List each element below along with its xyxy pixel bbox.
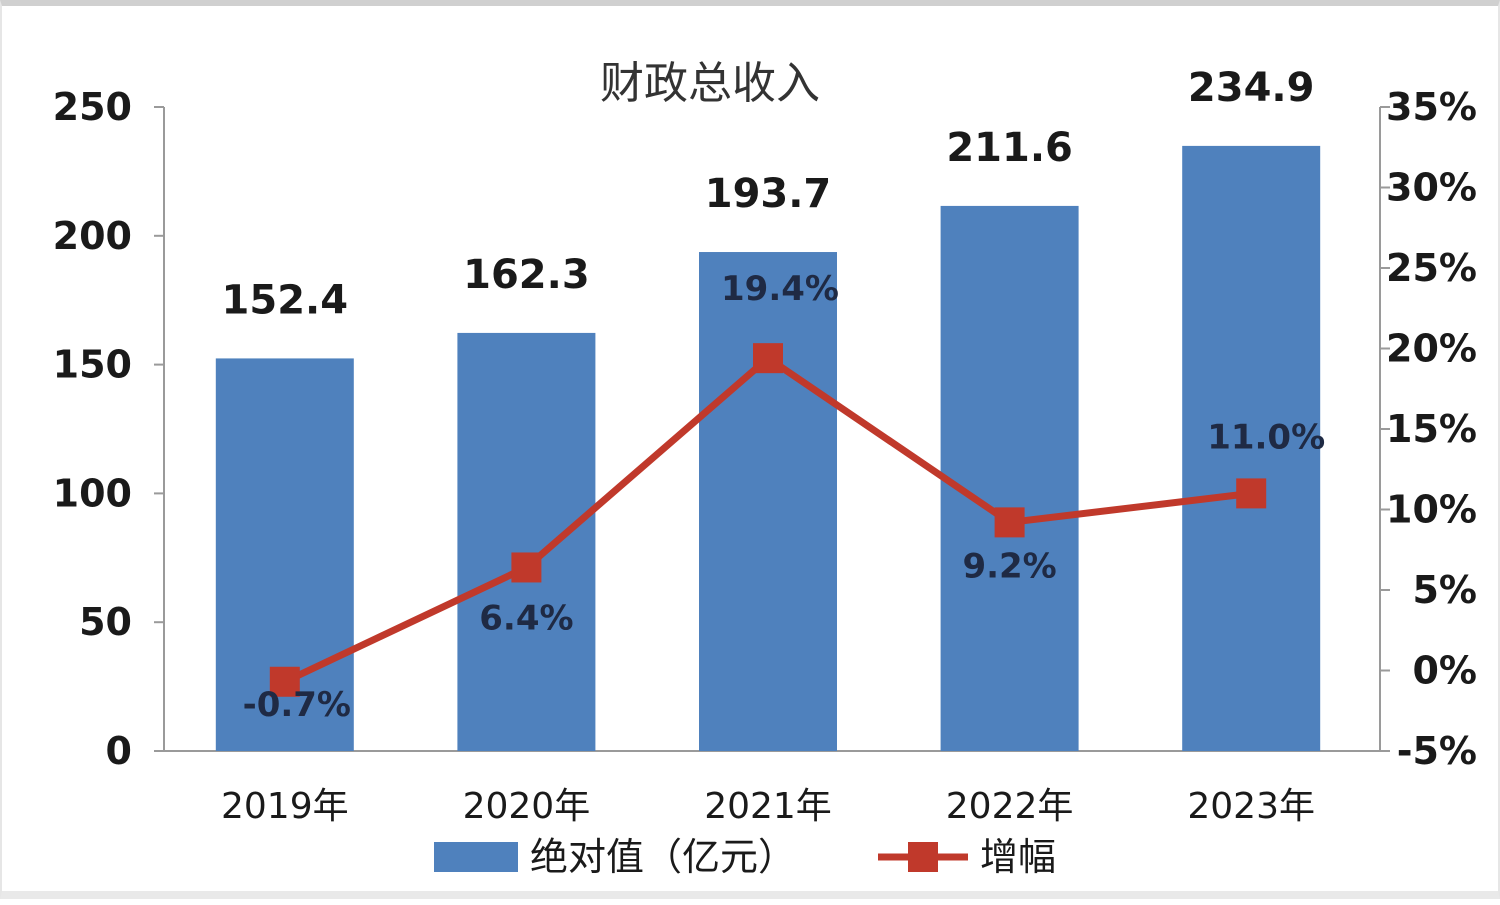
growth-value-label: 9.2%: [962, 546, 1056, 586]
right-axis-tick-label: 0%: [1412, 649, 1477, 693]
growth-value-label: 11.0%: [1207, 417, 1325, 457]
bar-value-label: 162.3: [463, 252, 590, 298]
chart-svg: 财政总收入 0 50 100 150 200 250 -5% 0% 5% 10% 15% 20% 25%…: [53, 58, 1477, 879]
bar-value-label: 234.9: [1188, 65, 1315, 111]
bar: [699, 252, 837, 751]
chart-title: 财政总收入: [600, 58, 820, 109]
bar-value-label: 211.6: [946, 125, 1073, 171]
legend-bar-label: 绝对值（亿元）: [530, 835, 796, 879]
growth-marker: [753, 343, 783, 374]
growth-value-label: 6.4%: [479, 598, 573, 638]
growth-marker: [1236, 478, 1267, 509]
growth-value-label: 19.4%: [721, 269, 839, 309]
left-axis-tick-label: 250: [53, 85, 132, 129]
bar-value-label: 152.4: [222, 277, 349, 323]
legend-layer: 绝对值（亿元） 增幅: [434, 835, 1056, 879]
x-axis-category-label: 2020年: [463, 786, 591, 827]
bar: [940, 205, 1079, 751]
right-axis-tick-label: -5%: [1397, 729, 1477, 773]
bar: [1182, 145, 1321, 752]
line-layer: [269, 343, 1267, 697]
left-axis-tick-label: 0: [106, 729, 132, 773]
right-axis-tick-label: 5%: [1412, 568, 1477, 612]
x-axis-category-label: 2021年: [704, 786, 832, 827]
left-axis-tick-label: 200: [53, 214, 132, 258]
x-axis-category-label: 2019年: [221, 786, 349, 827]
axes-layer: 0 50 100 150 200 250 -5% 0% 5% 10% 15% 20% 25% 30% 35%…: [53, 85, 1477, 827]
left-axis-tick-label: 100: [53, 471, 132, 515]
right-axis-tick-label: 10%: [1386, 488, 1477, 532]
growth-marker: [994, 507, 1025, 538]
labels-layer: 152.4 162.3 193.7 211.6 234.9 -0.7% 6.4% 19.4% 9…: [222, 65, 1326, 725]
growth-marker: [269, 666, 300, 697]
right-axis-tick-label: 25%: [1386, 246, 1477, 290]
legend-line-marker: [908, 842, 938, 872]
right-axis-tick-label: 20%: [1386, 327, 1477, 371]
left-axis-tick-label: 150: [53, 343, 132, 387]
right-axis-tick-label: 15%: [1386, 407, 1477, 451]
right-axis-tick-label: 30%: [1386, 166, 1477, 210]
growth-marker: [511, 552, 542, 583]
x-axis-category-label: 2022年: [946, 786, 1074, 827]
legend-line-label: 增幅: [980, 835, 1056, 879]
left-axis-tick-label: 50: [79, 600, 132, 644]
legend-bar-swatch: [434, 842, 518, 872]
bars-layer: [215, 145, 1321, 752]
right-axis-tick-label: 35%: [1386, 85, 1477, 129]
growth-value-label: -0.7%: [243, 685, 351, 725]
bar: [457, 332, 596, 751]
bar-value-label: 193.7: [705, 171, 832, 217]
x-axis-category-label: 2023年: [1187, 786, 1315, 827]
